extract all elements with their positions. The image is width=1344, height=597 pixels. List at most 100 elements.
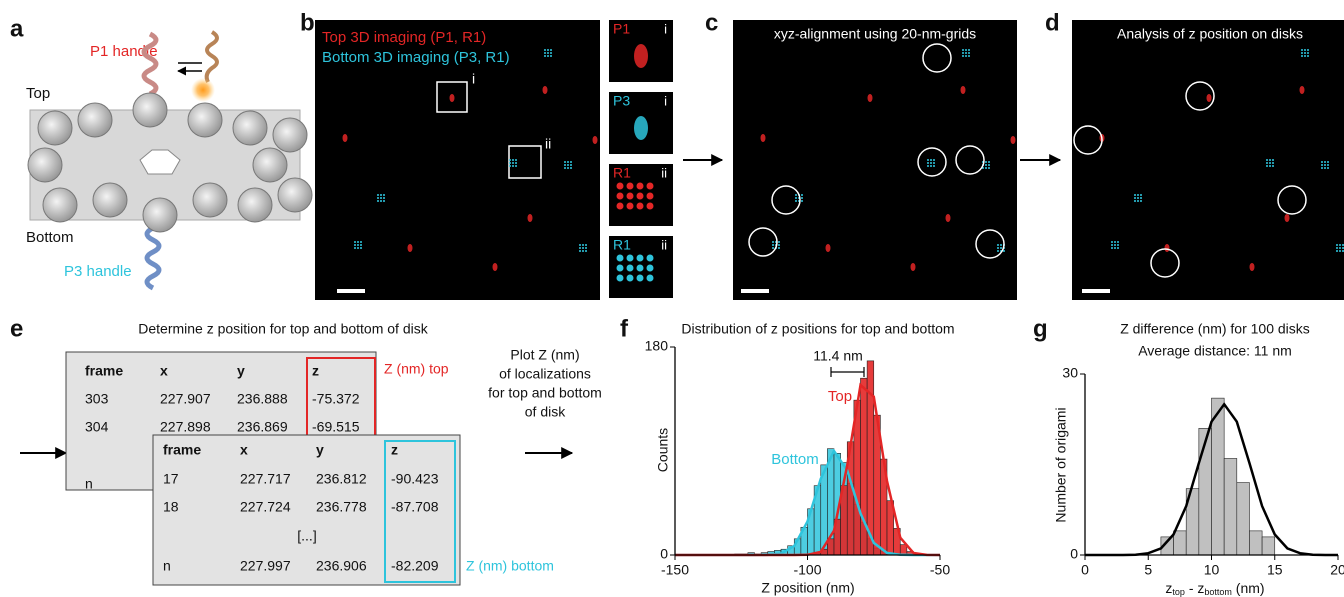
localization (1321, 164, 1323, 166)
histogram-bar (900, 545, 907, 555)
localization (357, 244, 359, 246)
histogram-bar (1199, 428, 1212, 555)
helix (278, 178, 312, 212)
legend-top: Top 3D imaging (P1, R1) (322, 29, 486, 46)
localization (968, 55, 970, 57)
localization (927, 159, 929, 161)
plot-note: of localizations (499, 366, 591, 382)
y-tick-label: 0 (660, 546, 668, 562)
table-header: frame (163, 442, 201, 458)
localization (634, 44, 648, 68)
table-cell: 227.898 (160, 419, 211, 435)
localization (564, 164, 566, 166)
table-cell: -90.423 (391, 471, 439, 487)
localization (380, 200, 382, 202)
localization (1266, 165, 1268, 167)
figure: a P1 handle Top Bottom P3 handle b Top 3… (0, 0, 1344, 597)
localization (946, 214, 951, 222)
localization (354, 247, 356, 249)
localization (1304, 52, 1306, 54)
localization (380, 194, 382, 196)
table-header: y (237, 363, 245, 379)
localization (927, 165, 929, 167)
panel-label: e (10, 315, 23, 342)
localization (1336, 250, 1338, 252)
localization (585, 244, 587, 246)
localization (377, 197, 379, 199)
table-header: x (240, 442, 248, 458)
localization (647, 265, 654, 272)
localization (1301, 52, 1303, 54)
localization (1272, 162, 1274, 164)
localization (997, 244, 999, 246)
localization (567, 167, 569, 169)
localization (988, 164, 990, 166)
localization (547, 49, 549, 51)
helix (38, 111, 72, 145)
inset-channel: R1 (613, 237, 631, 253)
localization (360, 244, 362, 246)
legend-bottom: Bottom 3D imaging (P3, R1) (322, 49, 510, 66)
table-header: y (316, 442, 324, 458)
localization (1269, 165, 1271, 167)
localization (383, 200, 385, 202)
localization (988, 167, 990, 169)
table-cell: 227.997 (240, 558, 291, 574)
localization (647, 275, 654, 282)
table-cell: 18 (163, 499, 179, 515)
localization (617, 275, 624, 282)
y-tick-label: 0 (1070, 546, 1078, 562)
localization (567, 164, 569, 166)
localization (961, 86, 966, 94)
localization (343, 134, 348, 142)
roi-label: ii (545, 136, 551, 152)
localization (1285, 214, 1290, 222)
localization (778, 244, 780, 246)
table-cell: 17 (163, 471, 179, 487)
localization (509, 165, 511, 167)
localization (582, 244, 584, 246)
localization (360, 247, 362, 249)
localization (1336, 247, 1338, 249)
localization (637, 203, 644, 210)
localization (515, 159, 517, 161)
table-cell: -75.372 (312, 391, 360, 407)
localization (911, 263, 916, 271)
localization (564, 161, 566, 163)
localization (585, 250, 587, 252)
localization (1117, 244, 1119, 246)
localization (647, 193, 654, 200)
localization (1114, 247, 1116, 249)
localization (383, 194, 385, 196)
localization (826, 244, 831, 252)
histogram-bar (867, 361, 874, 555)
localization (357, 241, 359, 243)
localization (512, 159, 514, 161)
localization (579, 247, 581, 249)
localization (360, 241, 362, 243)
localization (772, 244, 774, 246)
localization (377, 200, 379, 202)
table-header: x (160, 363, 168, 379)
localization (1324, 161, 1326, 163)
localization (1266, 159, 1268, 161)
localization (801, 197, 803, 199)
localization (1300, 86, 1305, 94)
x-label-part: bottom (1204, 587, 1232, 597)
x-label-part: z (1165, 580, 1172, 596)
localization (450, 94, 455, 102)
localization (1324, 164, 1326, 166)
image-c (733, 20, 1017, 300)
localization (617, 193, 624, 200)
localization (509, 162, 511, 164)
table-cell: [...] (297, 528, 316, 544)
localization (801, 194, 803, 196)
localization (1307, 55, 1309, 57)
localization (1140, 194, 1142, 196)
x-label-part: top (1172, 587, 1185, 597)
localization (383, 197, 385, 199)
localization (1327, 164, 1329, 166)
x-tick-label: -150 (661, 562, 689, 578)
localization (627, 193, 634, 200)
z-label: Z (nm) bottom (466, 558, 554, 574)
